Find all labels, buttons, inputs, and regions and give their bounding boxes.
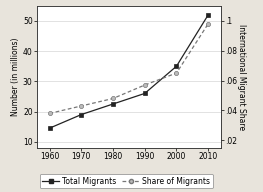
Line: Share of Migrants: Share of Migrants — [47, 22, 210, 116]
Line: Total Migrants: Total Migrants — [47, 13, 210, 130]
Total Migrants — [143, 92, 146, 95]
Share of Migrants — [175, 72, 178, 74]
Y-axis label: Number (in millions): Number (in millions) — [11, 38, 20, 116]
Legend: Total Migrants, Share of Migrants: Total Migrants, Share of Migrants — [39, 174, 213, 188]
Total Migrants — [112, 103, 115, 105]
Y-axis label: International Migrant Share: International Migrant Share — [236, 24, 246, 130]
Total Migrants — [48, 127, 51, 129]
Share of Migrants — [80, 105, 83, 107]
Share of Migrants — [112, 97, 115, 100]
Total Migrants — [80, 113, 83, 116]
Share of Migrants — [48, 112, 51, 115]
Total Migrants — [207, 14, 210, 16]
Share of Migrants — [143, 84, 146, 86]
Share of Migrants — [207, 22, 210, 25]
Total Migrants — [175, 65, 178, 67]
